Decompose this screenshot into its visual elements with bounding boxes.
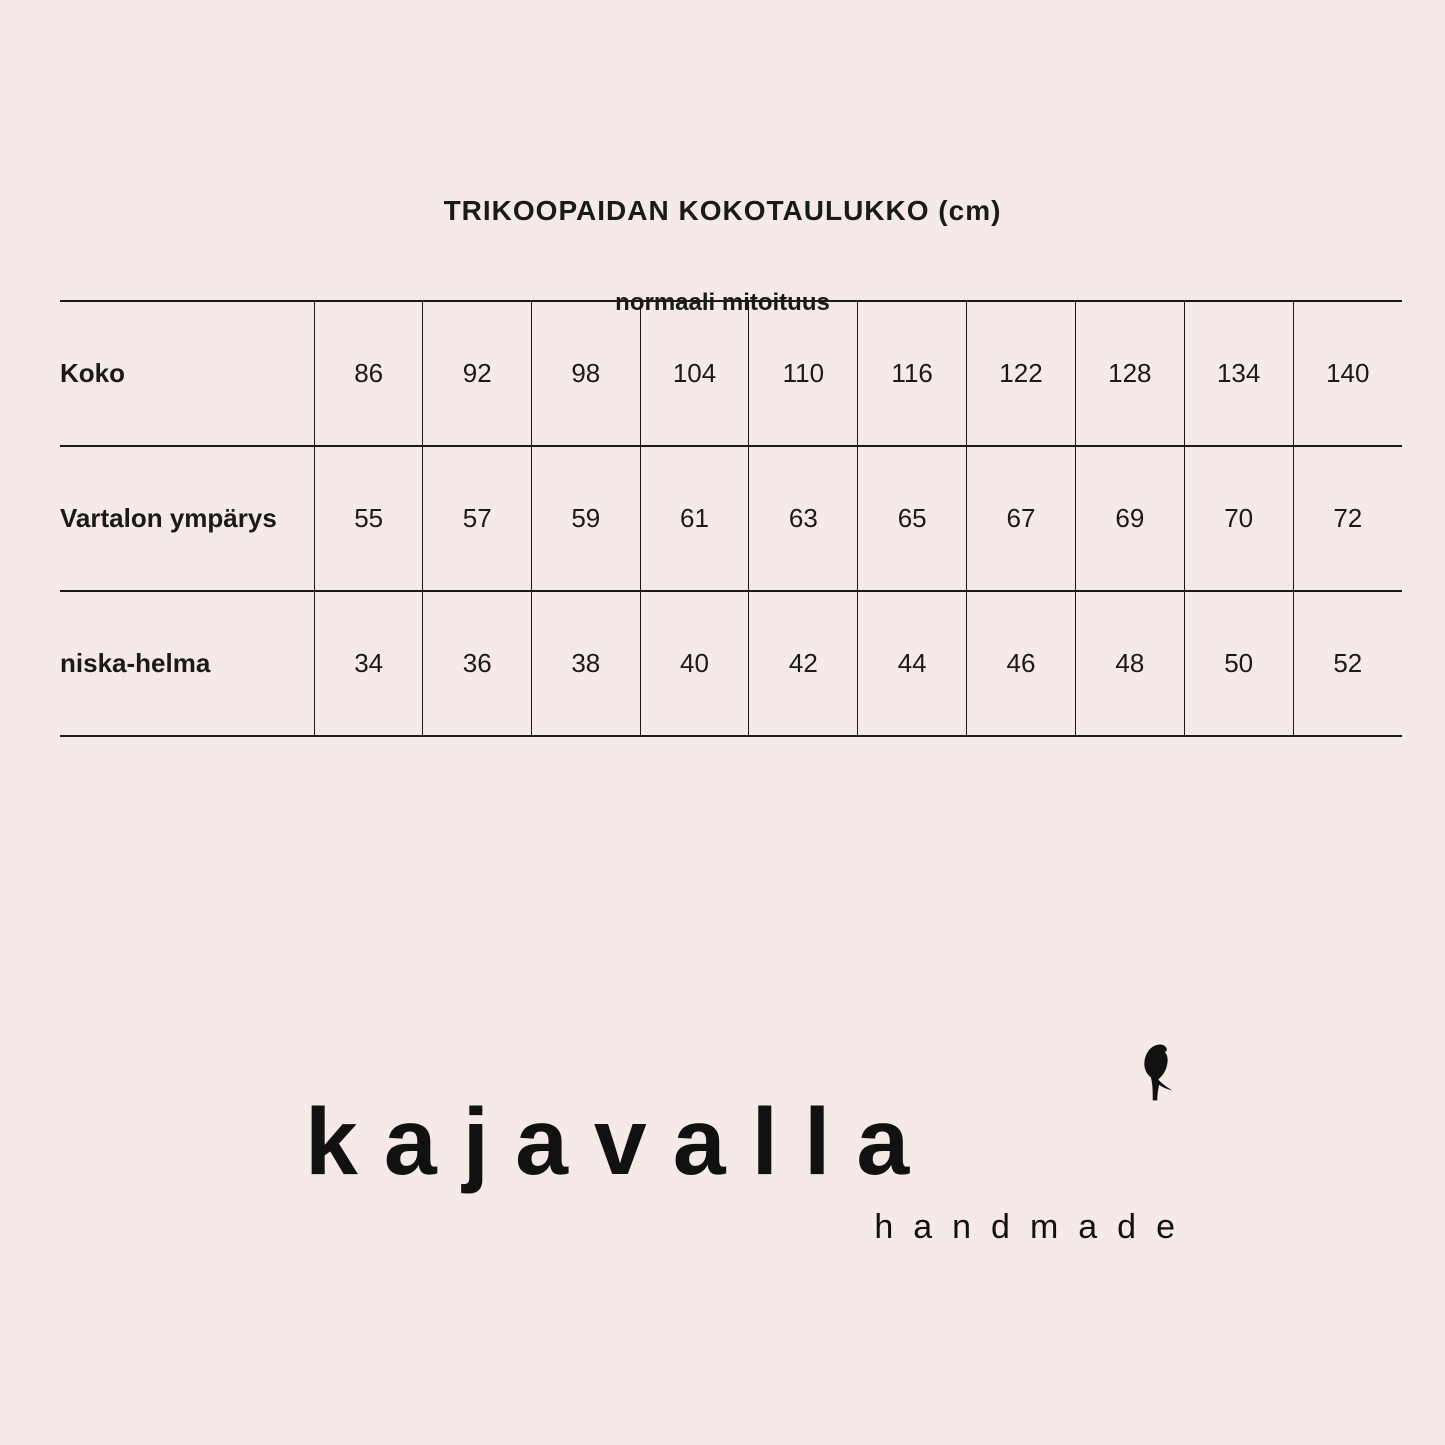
cell-niska-6: 46 bbox=[967, 591, 1076, 736]
cell-vartalon-3: 61 bbox=[640, 446, 749, 591]
cell-vartalon-9: 72 bbox=[1293, 446, 1402, 591]
cell-vartalon-0: 55 bbox=[314, 446, 423, 591]
titles-section: TRIKOOPAIDAN KOKOTAULUKKO (cm) normaali … bbox=[0, 0, 1445, 317]
cell-koko-6: 122 bbox=[967, 301, 1076, 446]
cell-niska-3: 40 bbox=[640, 591, 749, 736]
cell-vartalon-4: 63 bbox=[749, 446, 858, 591]
cell-vartalon-7: 69 bbox=[1075, 446, 1184, 591]
cell-vartalon-5: 65 bbox=[858, 446, 967, 591]
logo-main-text: kajavalla bbox=[305, 1095, 1205, 1190]
row-label-vartalon: Vartalon ympärys bbox=[60, 446, 314, 591]
size-table: Koko 86 92 98 104 110 116 122 128 134 14… bbox=[60, 300, 1402, 737]
cell-koko-9: 140 bbox=[1293, 301, 1402, 446]
cell-niska-1: 36 bbox=[423, 591, 532, 736]
bird-icon bbox=[1128, 1040, 1183, 1115]
cell-koko-0: 86 bbox=[314, 301, 423, 446]
size-chart-page: TRIKOOPAIDAN KOKOTAULUKKO (cm) normaali … bbox=[0, 0, 1445, 1445]
cell-niska-0: 34 bbox=[314, 591, 423, 736]
cell-vartalon-2: 59 bbox=[532, 446, 641, 591]
table-row-vartalon: Vartalon ympärys 55 57 59 61 63 65 67 69… bbox=[60, 446, 1402, 591]
row-label-koko: Koko bbox=[60, 301, 314, 446]
cell-niska-5: 44 bbox=[858, 591, 967, 736]
cell-koko-8: 134 bbox=[1184, 301, 1293, 446]
cell-niska-8: 50 bbox=[1184, 591, 1293, 736]
cell-niska-7: 48 bbox=[1075, 591, 1184, 736]
cell-niska-2: 38 bbox=[532, 591, 641, 736]
cell-koko-5: 116 bbox=[858, 301, 967, 446]
cell-niska-9: 52 bbox=[1293, 591, 1402, 736]
cell-koko-1: 92 bbox=[423, 301, 532, 446]
cell-vartalon-8: 70 bbox=[1184, 446, 1293, 591]
logo-sub-text: handmade bbox=[305, 1208, 1205, 1247]
cell-niska-4: 42 bbox=[749, 591, 858, 736]
cell-koko-7: 128 bbox=[1075, 301, 1184, 446]
table-row-koko: Koko 86 92 98 104 110 116 122 128 134 14… bbox=[60, 301, 1402, 446]
cell-vartalon-6: 67 bbox=[967, 446, 1076, 591]
cell-koko-4: 110 bbox=[749, 301, 858, 446]
row-label-niska: niska-helma bbox=[60, 591, 314, 736]
cell-vartalon-1: 57 bbox=[423, 446, 532, 591]
table-row-niska: niska-helma 34 36 38 40 42 44 46 48 50 5… bbox=[60, 591, 1402, 736]
cell-koko-2: 98 bbox=[532, 301, 641, 446]
size-table-container: Koko 86 92 98 104 110 116 122 128 134 14… bbox=[60, 300, 1402, 737]
brand-logo: kajavalla handmade bbox=[305, 1095, 1205, 1335]
main-title: TRIKOOPAIDAN KOKOTAULUKKO (cm) bbox=[0, 195, 1445, 227]
cell-koko-3: 104 bbox=[640, 301, 749, 446]
